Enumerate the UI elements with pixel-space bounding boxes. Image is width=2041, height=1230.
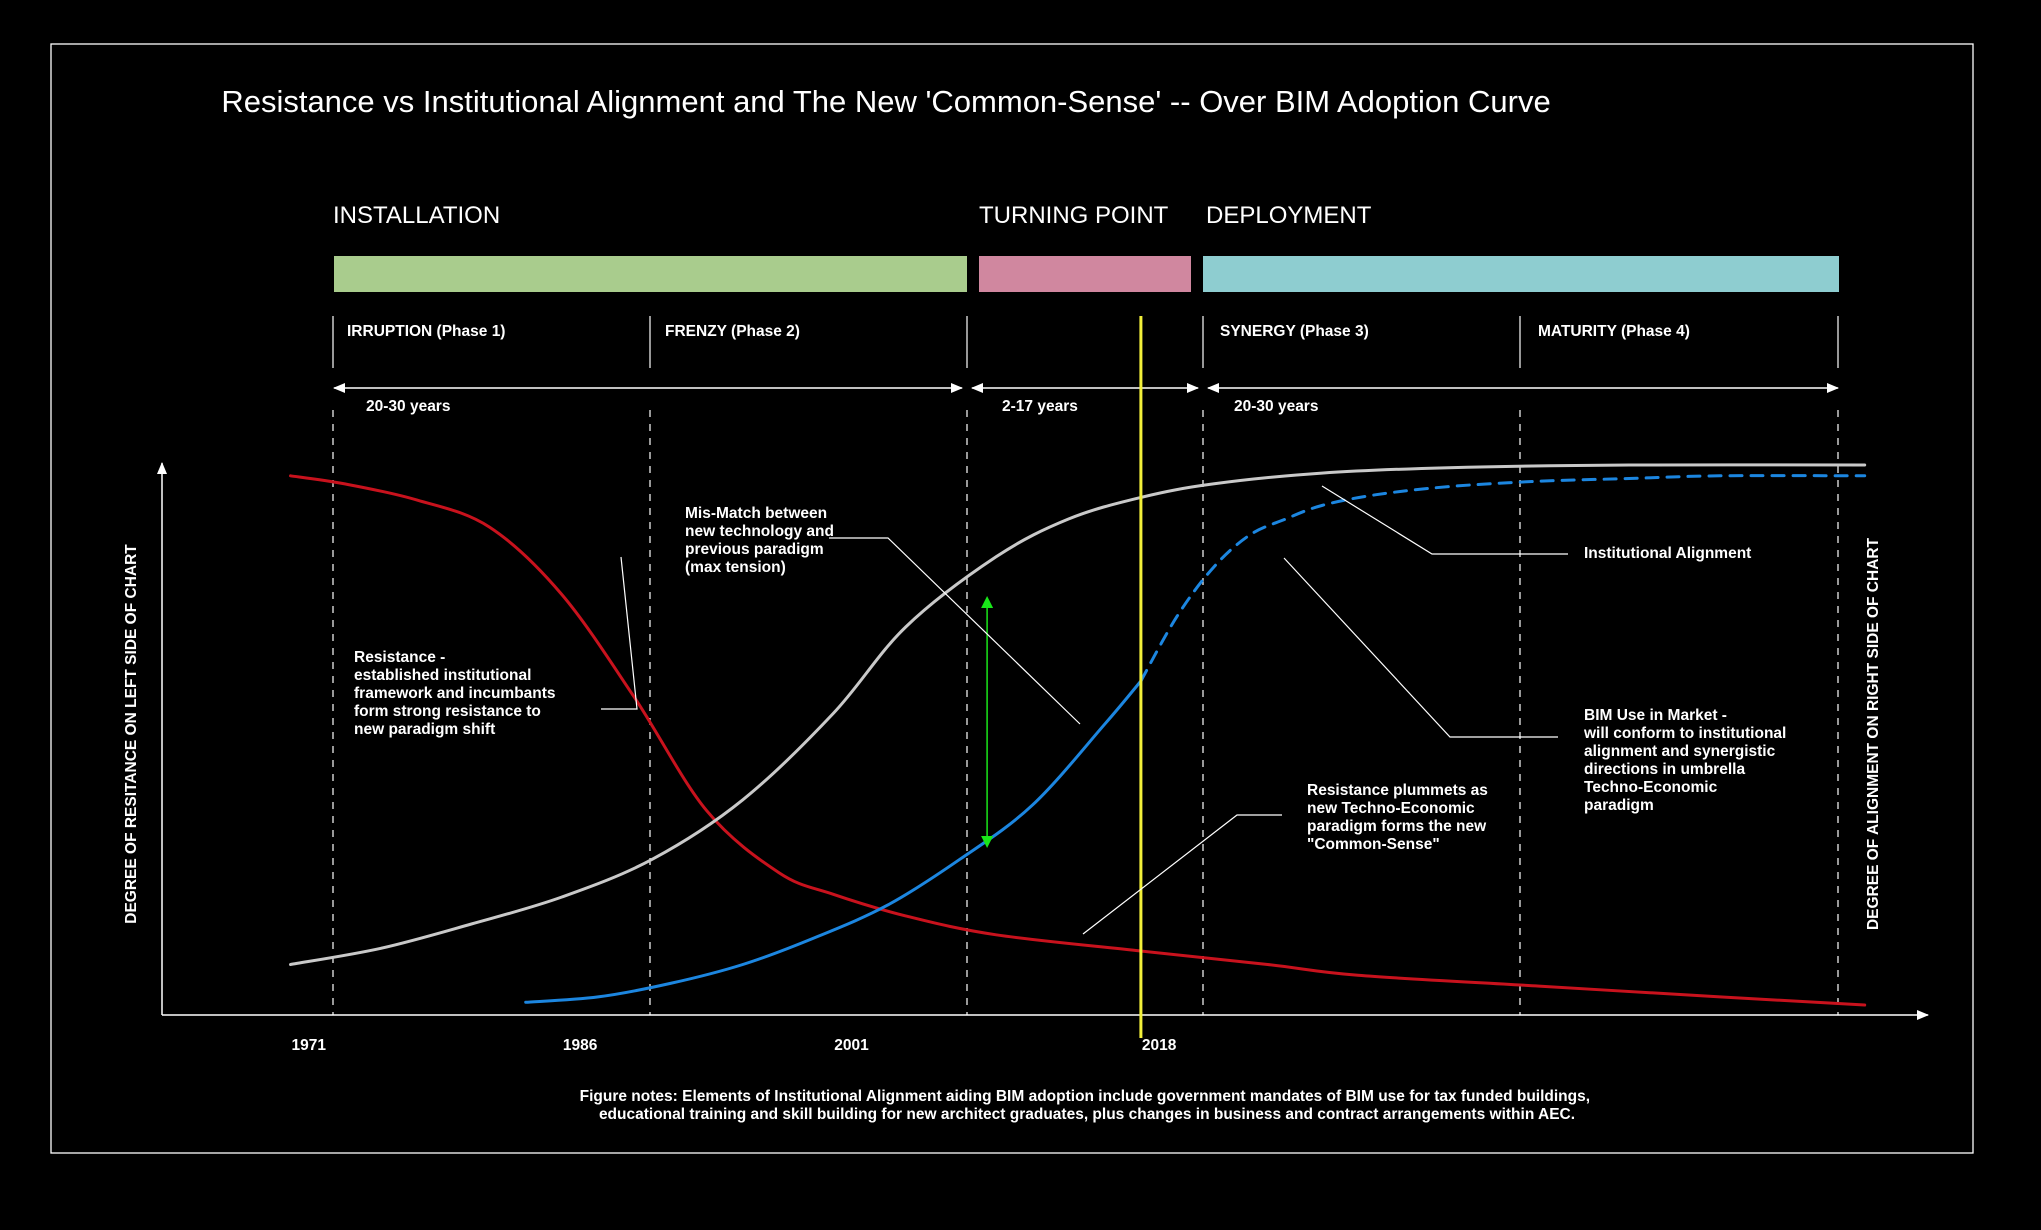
stage-bar-deployment	[1203, 256, 1839, 292]
figure-frame	[50, 43, 1974, 1154]
y-axis-label-right: DEGREE OF ALIGNMENT ON RIGHT SIDE OF CHA…	[1865, 537, 1882, 930]
stage-label-deployment: DEPLOYMENT	[1206, 202, 1372, 229]
chart-title: Resistance vs Institutional Alignment an…	[221, 84, 1550, 119]
stage-label-installation: INSTALLATION	[333, 202, 500, 229]
annotation-bim-use: BIM Use in Market - will conform to inst…	[1583, 707, 1791, 814]
figure-notes: Figure notes: Elements of Institutional …	[580, 1088, 1595, 1123]
x-tick-label-2001: 2001	[834, 1037, 869, 1054]
phase-label-irruption: IRRUPTION (Phase 1)	[347, 323, 505, 340]
duration-label-installation: 20-30 years	[366, 398, 450, 415]
duration-label-turning-point: 2-17 years	[1002, 398, 1078, 415]
x-tick-label-2018: 2018	[1142, 1037, 1177, 1054]
stage-bar-installation	[334, 256, 967, 292]
annotation-resistance: Resistance - established institutional f…	[354, 649, 560, 738]
x-tick-label-1986: 1986	[563, 1037, 598, 1054]
institutional-alignment-curve	[289, 463, 1867, 966]
x-tick-labels: 1971 1986 2001 2018	[292, 1037, 1177, 1054]
leader-lines	[601, 485, 1568, 935]
stage-bar-turning-point	[979, 256, 1191, 292]
phase-label-synergy: SYNERGY (Phase 3)	[1220, 323, 1369, 340]
annotation-mismatch: Mis-Match between new technology and pre…	[685, 505, 838, 576]
y-axis-label-left: DEGREE OF RESITANCE ON LEFT SIDE OF CHAR…	[123, 544, 140, 924]
bim-use-projected-curve	[1139, 474, 1867, 683]
stage-label-turning-point: TURNING POINT	[979, 202, 1169, 229]
annotation-institutional-alignment: Institutional Alignment	[1584, 545, 1751, 562]
resistance-curve	[289, 474, 1867, 1007]
year-gridlines	[332, 410, 1839, 1015]
phase-dividers	[332, 316, 1839, 368]
phase-label-maturity: MATURITY (Phase 4)	[1538, 323, 1690, 340]
bim-use-curve	[524, 679, 1143, 1004]
annotation-resistance-plummets: Resistance plummets as new Techno-Econom…	[1307, 782, 1492, 853]
duration-label-deployment: 20-30 years	[1234, 398, 1318, 415]
x-tick-label-1971: 1971	[292, 1037, 327, 1054]
phase-label-frenzy: FRENZY (Phase 2)	[665, 323, 800, 340]
series-layer	[289, 316, 1867, 1038]
